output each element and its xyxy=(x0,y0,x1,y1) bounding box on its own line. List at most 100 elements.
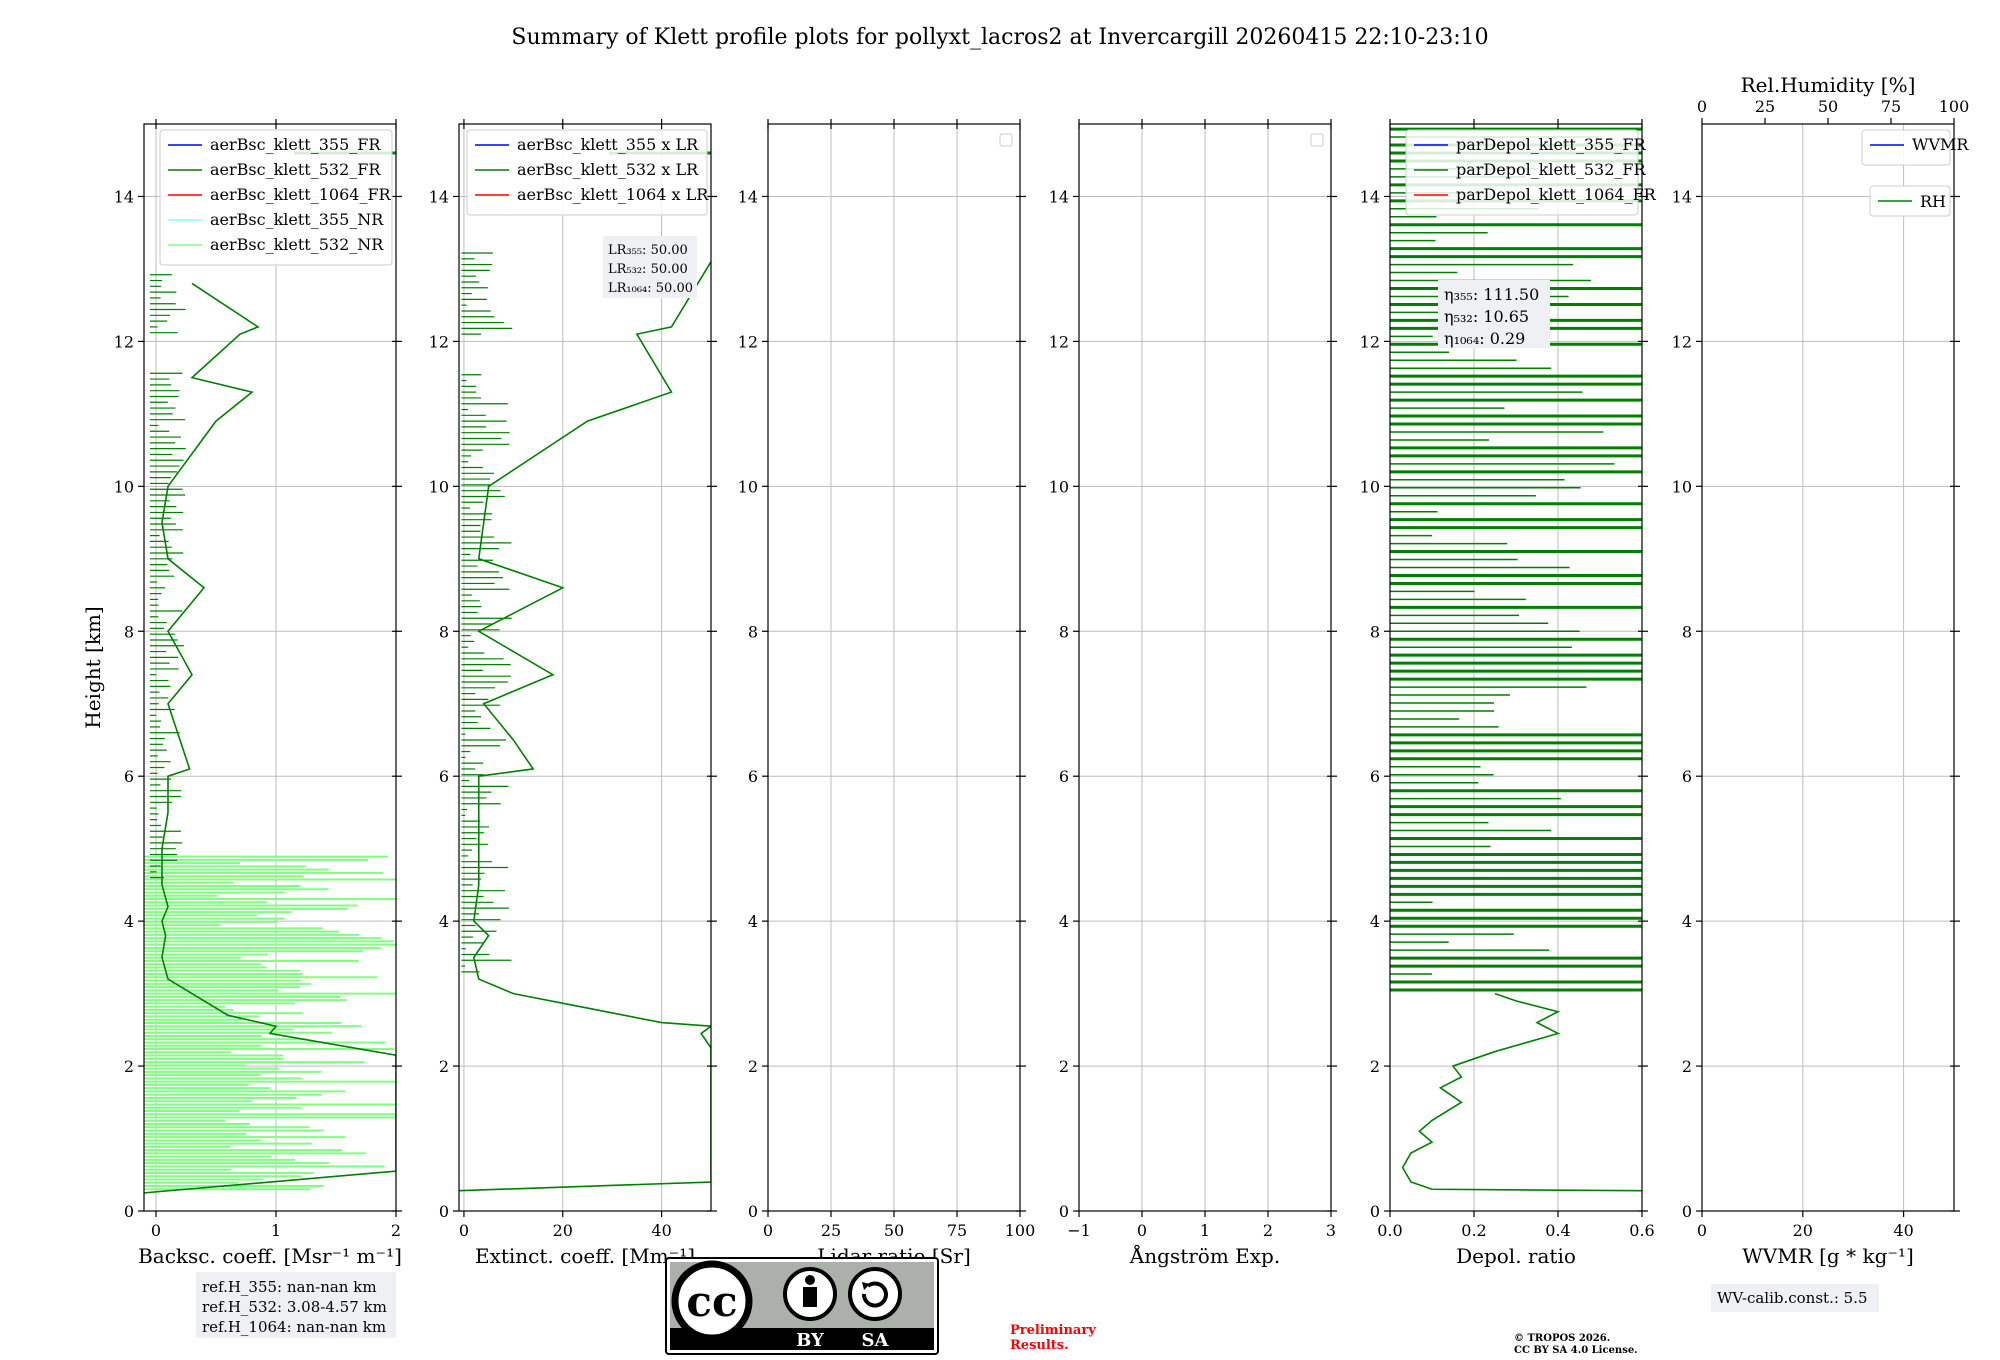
x-axis-label: Ångström Exp. xyxy=(1129,1243,1280,1268)
cc-by-sa-logo: cc BY SA xyxy=(665,1257,939,1355)
plot-area-bsc xyxy=(144,151,396,1194)
legend-box xyxy=(159,129,393,266)
sa-icon-arrow xyxy=(861,1281,888,1308)
legend-entry: aerBsc_klett_532_NR xyxy=(210,235,384,254)
series-line-0 xyxy=(144,282,396,1194)
sa-icon xyxy=(848,1267,902,1321)
top-x-tick-label: 50 xyxy=(1818,97,1838,116)
legend-entry: parDepol_klett_532_FR xyxy=(1456,160,1647,179)
by-icon-head xyxy=(805,1275,815,1285)
legend-entry: aerBsc_klett_532_FR xyxy=(210,160,381,179)
y-tick-label: 14 xyxy=(1049,187,1069,206)
y-tick-label: 2 xyxy=(1682,1057,1692,1076)
y-tick-label: 14 xyxy=(1672,187,1692,206)
x-tick-label: 100 xyxy=(1005,1221,1036,1240)
plot-area-ext xyxy=(459,151,711,1192)
by-label: BY xyxy=(796,1330,825,1351)
y-tick-label: 10 xyxy=(429,477,449,496)
top-x-tick-label: 0 xyxy=(1697,97,1707,116)
lr-annotation: LR₃₅₅: 50.00 xyxy=(608,243,688,258)
y-tick-label: 6 xyxy=(439,767,449,786)
legend-entry: aerBsc_klett_355_NR xyxy=(210,210,384,229)
by-icon-body xyxy=(803,1287,817,1307)
x-tick-label: 0 xyxy=(1137,1221,1147,1240)
x-tick-label: 1 xyxy=(271,1221,281,1240)
x-tick-label: −1 xyxy=(1067,1221,1091,1240)
x-tick-label: 3 xyxy=(1326,1221,1336,1240)
y-tick-label: 4 xyxy=(439,912,449,931)
sa-icon-arrowhead xyxy=(862,1282,870,1290)
y-tick-label: 8 xyxy=(748,622,758,641)
figure-title: Summary of Klett profile plots for polly… xyxy=(511,25,1488,50)
y-tick-label: 8 xyxy=(1370,622,1380,641)
y-tick-label: 4 xyxy=(124,912,134,931)
lr-annotation-box xyxy=(603,236,697,298)
legend-entry: WVMR xyxy=(1912,135,1969,154)
y-tick-label: 8 xyxy=(124,622,134,641)
y-tick-label: 4 xyxy=(1682,912,1692,931)
ref-h-355: ref.H_355: nan-nan km xyxy=(202,1278,377,1296)
legend-entry: parDepol_klett_1064_FR xyxy=(1456,185,1657,204)
preliminary-line1: Preliminary xyxy=(1010,1323,1096,1338)
y-tick-label: 4 xyxy=(748,912,758,931)
y-tick-label: 10 xyxy=(1360,477,1380,496)
legend-entry: aerBsc_klett_1064_FR xyxy=(210,185,392,204)
series-line-0 xyxy=(1401,992,1642,1192)
axes-frame xyxy=(458,123,712,1212)
y-axis-label: Height [km] xyxy=(81,606,105,728)
y-tick-label: 8 xyxy=(1682,622,1692,641)
x-tick-label: 0 xyxy=(763,1221,773,1240)
y-tick-label: 0 xyxy=(439,1202,449,1221)
panel-ext: 0 20 40 0 2 4 6 8 10 12 14 Extinct. coeff. [Mm⁻¹] ae… xyxy=(429,119,717,1268)
wv-calib-bg xyxy=(1711,1284,1879,1312)
sa-label: SA xyxy=(862,1330,890,1351)
x-tick-label: 0.6 xyxy=(1629,1221,1654,1240)
x-tick-label: 1 xyxy=(1200,1221,1210,1240)
preliminary-line2: Results. xyxy=(1010,1338,1069,1353)
top-x-tick-label: 100 xyxy=(1939,97,1970,116)
y-tick-label: 10 xyxy=(114,477,134,496)
y-tick-label: 6 xyxy=(1059,767,1069,786)
y-tick-label: 0 xyxy=(1370,1202,1380,1221)
x-tick-label: 40 xyxy=(1893,1221,1913,1240)
x-tick-label: 20 xyxy=(553,1221,573,1240)
y-tick-label: 14 xyxy=(738,187,758,206)
x-tick-label: 0 xyxy=(1697,1221,1707,1240)
x-tick-label: 75 xyxy=(947,1221,967,1240)
y-tick-label: 2 xyxy=(1059,1057,1069,1076)
y-tick-label: 0 xyxy=(124,1202,134,1221)
y-tick-label: 2 xyxy=(748,1057,758,1076)
x-axis-label: WVMR [g * kg⁻¹] xyxy=(1742,1244,1914,1268)
copyright-line1: © TROPOS 2026. xyxy=(1514,1333,1610,1344)
y-tick-label: 0 xyxy=(748,1202,758,1221)
copyright-line2: CC BY SA 4.0 License. xyxy=(1514,1345,1638,1356)
legend-entry: aerBsc_klett_355 x LR xyxy=(517,135,699,154)
x-axis-label: Depol. ratio xyxy=(1456,1244,1576,1268)
panel-depol: 0.0 0.2 0.4 0.6 0 2 4 6 8 10 12 14 Depol. ratio parDe… xyxy=(1360,119,1657,1268)
series-line-0 xyxy=(459,261,711,1192)
cc-icon-text: cc xyxy=(686,1277,737,1326)
legend-box xyxy=(466,129,708,216)
x-tick-label: 2 xyxy=(1263,1221,1273,1240)
empty-legend xyxy=(1310,133,1324,147)
y-tick-label: 12 xyxy=(1672,332,1692,351)
x-tick-label: 20 xyxy=(1793,1221,1813,1240)
y-tick-label: 8 xyxy=(439,622,449,641)
y-tick-label: 12 xyxy=(1049,332,1069,351)
y-tick-label: 10 xyxy=(738,477,758,496)
legend-box xyxy=(1405,129,1639,216)
x-tick-label: 50 xyxy=(884,1221,904,1240)
x-tick-label: 0 xyxy=(459,1221,469,1240)
legend-entry: aerBsc_klett_532 x LR xyxy=(517,160,699,179)
panel-wv: 0 20 40 0 2 4 6 8 10 12 14 WVMR [g * kg⁻¹] 0 25 50 75 10… xyxy=(1672,73,1970,1268)
x-tick-label: 0.0 xyxy=(1377,1221,1402,1240)
top-x-axis-label: Rel.Humidity [%] xyxy=(1741,73,1916,97)
y-tick-label: 0 xyxy=(1682,1202,1692,1221)
x-tick-label: 40 xyxy=(651,1221,671,1240)
wv-calib-text: WV-calib.const.: 5.5 xyxy=(1717,1289,1868,1307)
y-tick-label: 12 xyxy=(1360,332,1380,351)
